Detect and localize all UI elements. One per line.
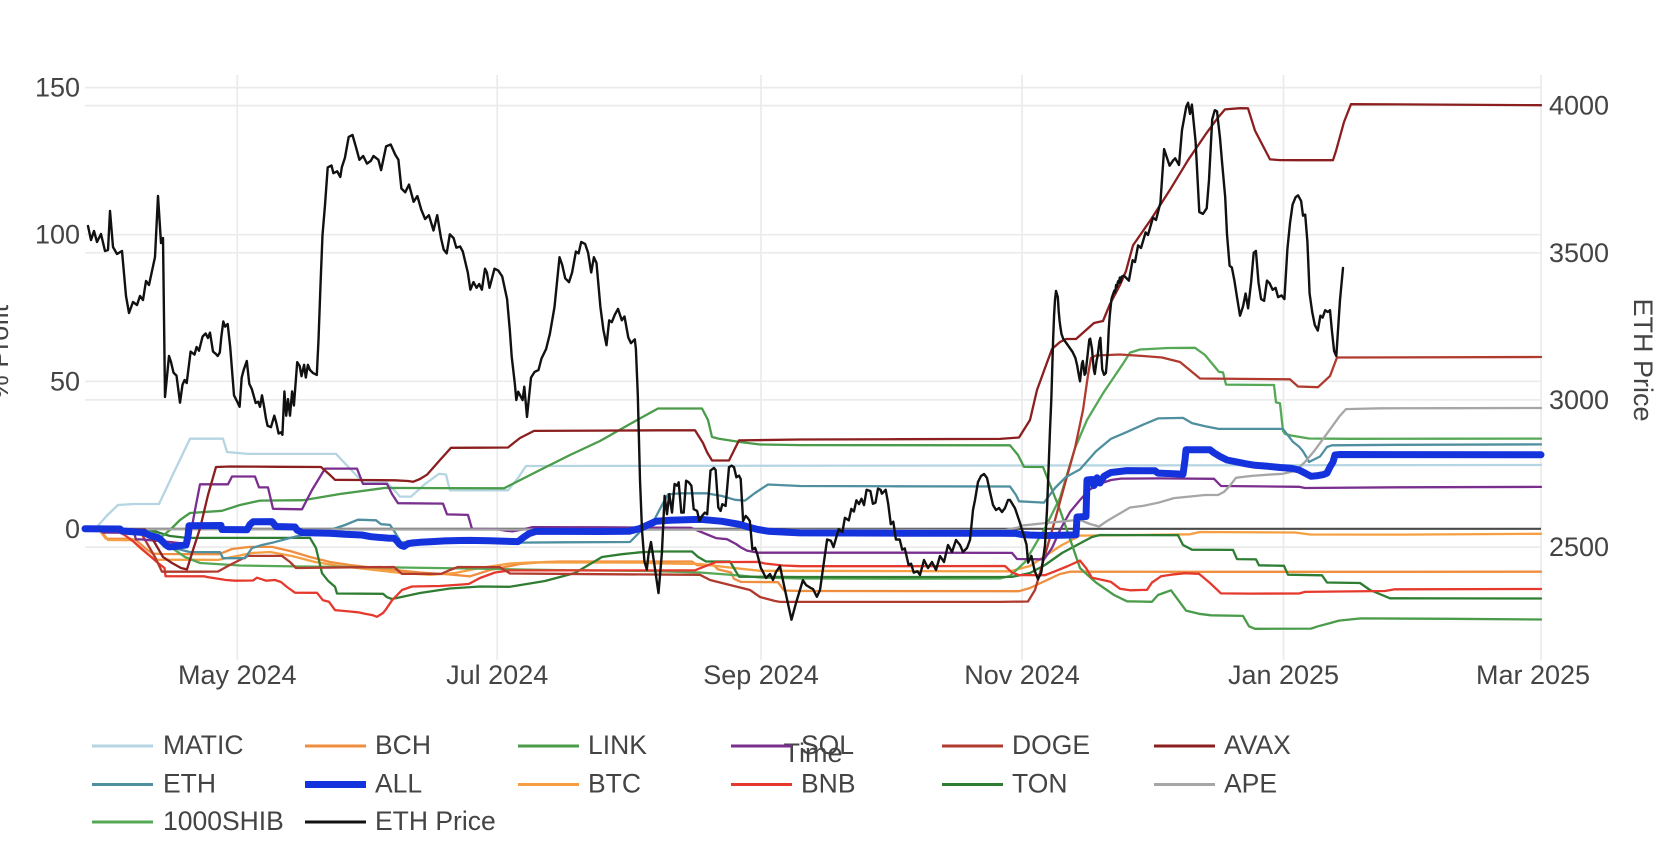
svg-text:Mar 2025: Mar 2025 xyxy=(1476,660,1590,690)
svg-text:ETH: ETH xyxy=(163,769,216,799)
svg-text:May 2024: May 2024 xyxy=(178,660,297,690)
svg-text:MATIC: MATIC xyxy=(163,730,243,760)
svg-text:ETH Price: ETH Price xyxy=(375,806,496,836)
svg-text:% Profit: % Profit xyxy=(0,304,14,399)
svg-text:ALL: ALL xyxy=(375,769,422,799)
svg-text:Sep 2024: Sep 2024 xyxy=(703,660,819,690)
svg-text:SOL: SOL xyxy=(801,730,854,760)
svg-text:LINK: LINK xyxy=(588,730,647,760)
svg-text:TON: TON xyxy=(1012,769,1067,799)
svg-text:ETH Price: ETH Price xyxy=(1628,298,1658,421)
svg-text:50: 50 xyxy=(50,366,80,396)
svg-text:DOGE: DOGE xyxy=(1012,730,1090,760)
svg-text:2500: 2500 xyxy=(1549,532,1609,562)
svg-text:1000SHIB: 1000SHIB xyxy=(163,806,284,836)
svg-text:APE: APE xyxy=(1224,769,1277,799)
svg-text:3000: 3000 xyxy=(1549,385,1609,415)
svg-text:Time: Time xyxy=(784,738,843,768)
svg-text:Nov 2024: Nov 2024 xyxy=(964,660,1080,690)
svg-text:100: 100 xyxy=(35,220,80,250)
svg-text:AVAX: AVAX xyxy=(1224,730,1291,760)
svg-text:Jul 2024: Jul 2024 xyxy=(446,660,548,690)
svg-text:BTC: BTC xyxy=(588,769,641,799)
svg-text:0: 0 xyxy=(65,514,80,544)
svg-text:4000: 4000 xyxy=(1549,91,1609,121)
svg-text:BCH: BCH xyxy=(375,730,431,760)
svg-text:150: 150 xyxy=(35,73,80,103)
svg-text:3500: 3500 xyxy=(1549,238,1609,268)
svg-text:BNB: BNB xyxy=(801,769,856,799)
svg-text:Jan 2025: Jan 2025 xyxy=(1228,660,1339,690)
